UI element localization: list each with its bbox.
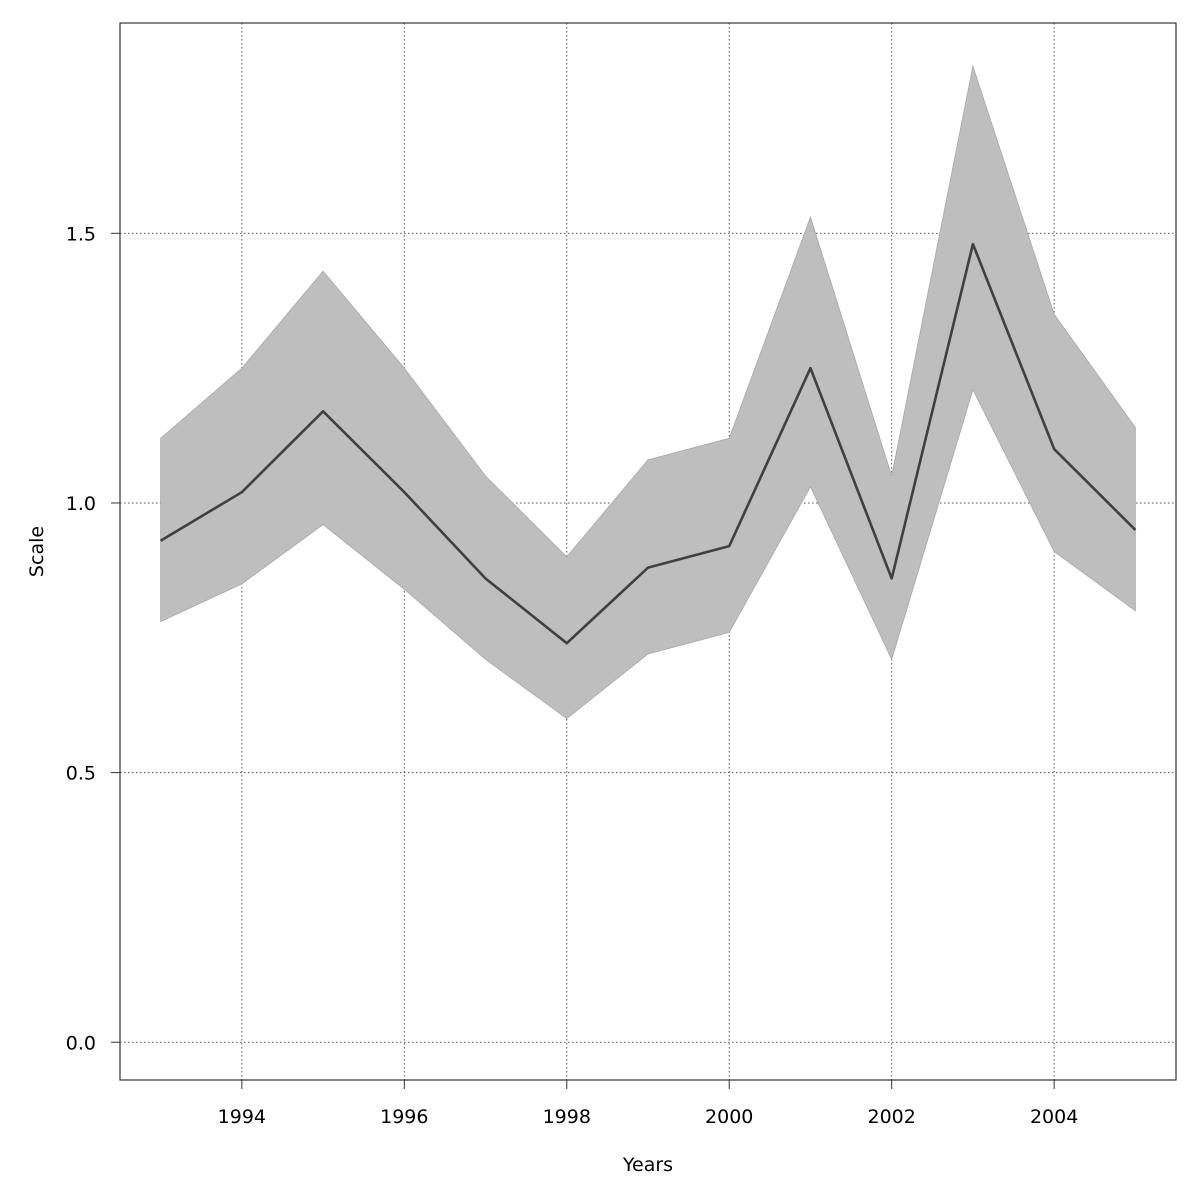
- axis-ticks: 1994 1996 1998 2000 2002 2004 0.0 0.5 1.0 1.5: [66, 223, 1079, 1128]
- x-tick-label: 1994: [218, 1106, 266, 1128]
- y-axis-title: Scale: [26, 526, 48, 577]
- x-tick-label: 1996: [380, 1106, 428, 1128]
- x-tick-label: 2002: [868, 1106, 916, 1128]
- y-tick-label: 0.0: [66, 1032, 96, 1054]
- plot-frame: [119, 22, 1177, 1081]
- x-tick-label: 2004: [1030, 1106, 1078, 1128]
- series-line: [159, 242, 1137, 645]
- y-tick-label: 1.0: [66, 493, 96, 515]
- y-tick-label: 0.5: [66, 763, 96, 785]
- x-tick-label: 2000: [705, 1106, 753, 1128]
- x-axis-title: Years: [622, 1154, 673, 1176]
- confidence-band: [160, 64, 1136, 720]
- x-tick-label: 1998: [543, 1106, 591, 1128]
- y-tick-label: 1.5: [66, 223, 96, 245]
